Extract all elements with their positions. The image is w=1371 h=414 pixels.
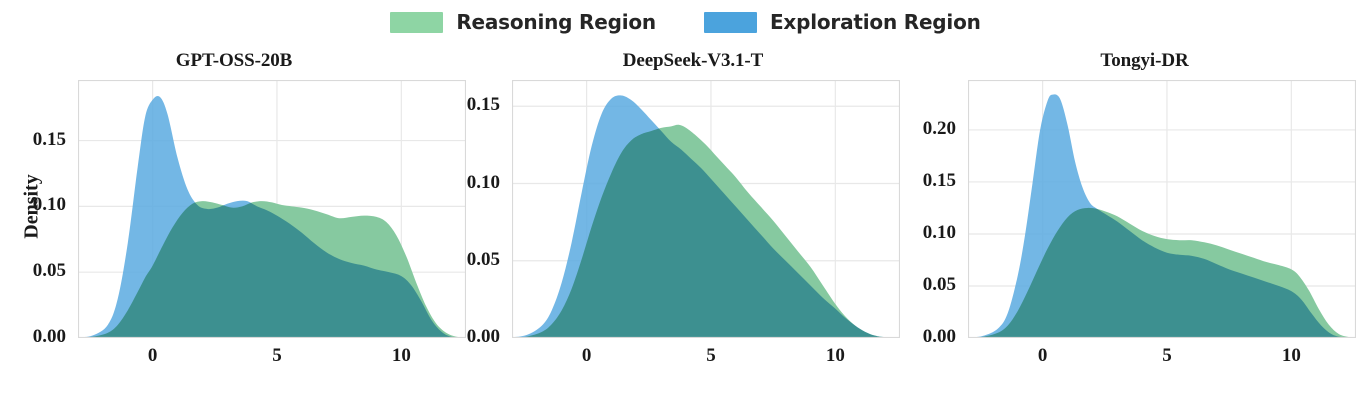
- y-tick-label: 0.15: [922, 169, 956, 191]
- x-tick-label: 5: [706, 345, 716, 366]
- panel-title: GPT-OSS-20B: [175, 50, 293, 71]
- x-tick-label: 5: [1162, 345, 1172, 366]
- exploration-region-swatch: [703, 11, 757, 33]
- y-tick-label: 0.15: [32, 128, 66, 150]
- legend-entry-reasoning: Reasoning Region: [390, 10, 656, 34]
- legend-label-reasoning: Reasoning Region: [456, 10, 656, 34]
- panels-row: GPT-OSS-20B 0.00 0.05 0.10 0.15 0 5 10 Density De…: [0, 44, 1371, 414]
- figure-legend: Reasoning Region Exploration Region: [0, 0, 1371, 44]
- y-tick-label: 0.05: [922, 273, 956, 295]
- y-tick-label: 0.20: [922, 117, 956, 139]
- x-tick-label: 5: [272, 345, 282, 366]
- y-tick-label: 0.15: [466, 94, 500, 116]
- reasoning-region-swatch: [390, 11, 444, 33]
- y-tick-label: 0.00: [466, 326, 500, 347]
- x-tick-label: 10: [825, 345, 845, 366]
- exploration-region-area: [78, 95, 466, 338]
- panel-title: Tongyi-DR: [1100, 50, 1189, 71]
- plot-area: 0.00 0.05 0.10 0.15 0 5 10: [467, 80, 900, 366]
- x-tick-label: 0: [1037, 345, 1048, 366]
- density-plot-svg: [968, 80, 1356, 338]
- panel-1: GPT-OSS-20B 0.00 0.05 0.10 0.15 0 5 10 Density: [0, 44, 468, 414]
- y-tick-label: 0.05: [32, 260, 66, 282]
- x-tick-label: 10: [1281, 345, 1301, 366]
- y-tick-label: 0.00: [32, 326, 66, 347]
- y-axis-label: Density: [20, 174, 43, 239]
- legend-label-exploration: Exploration Region: [769, 10, 981, 34]
- plot-area: 0.00 0.05 0.10 0.15 0.20 0 5 10: [923, 80, 1356, 366]
- x-tick-label: 10: [391, 345, 411, 366]
- plot-area: 0.00 0.05 0.10 0.15 0 5 10 Density: [21, 80, 466, 366]
- y-tick-label: 0.10: [32, 194, 66, 216]
- x-tick-label: 0: [581, 345, 592, 366]
- density-plot-svg: [512, 80, 900, 338]
- y-tick-label: 0.05: [466, 248, 500, 270]
- density-plot-svg: [78, 80, 466, 338]
- panel-title: DeepSeek-V3.1-T: [622, 50, 764, 71]
- y-tick-label: 0.00: [922, 326, 956, 347]
- panel-3: Tongyi-DR 0.00 0.05 0.10 0.15 0.20 0 5 10: [918, 44, 1371, 414]
- exploration-region-area: [968, 94, 1356, 338]
- y-tick-label: 0.10: [922, 221, 956, 243]
- y-tick-label: 0.10: [466, 171, 500, 193]
- exploration-region-area: [512, 95, 900, 338]
- legend-entry-exploration: Exploration Region: [703, 10, 981, 34]
- x-tick-label: 0: [147, 345, 158, 366]
- panel-2: DeepSeek-V3.1-T 0.00 0.05 0.10 0.15 0 5 10: [467, 44, 918, 414]
